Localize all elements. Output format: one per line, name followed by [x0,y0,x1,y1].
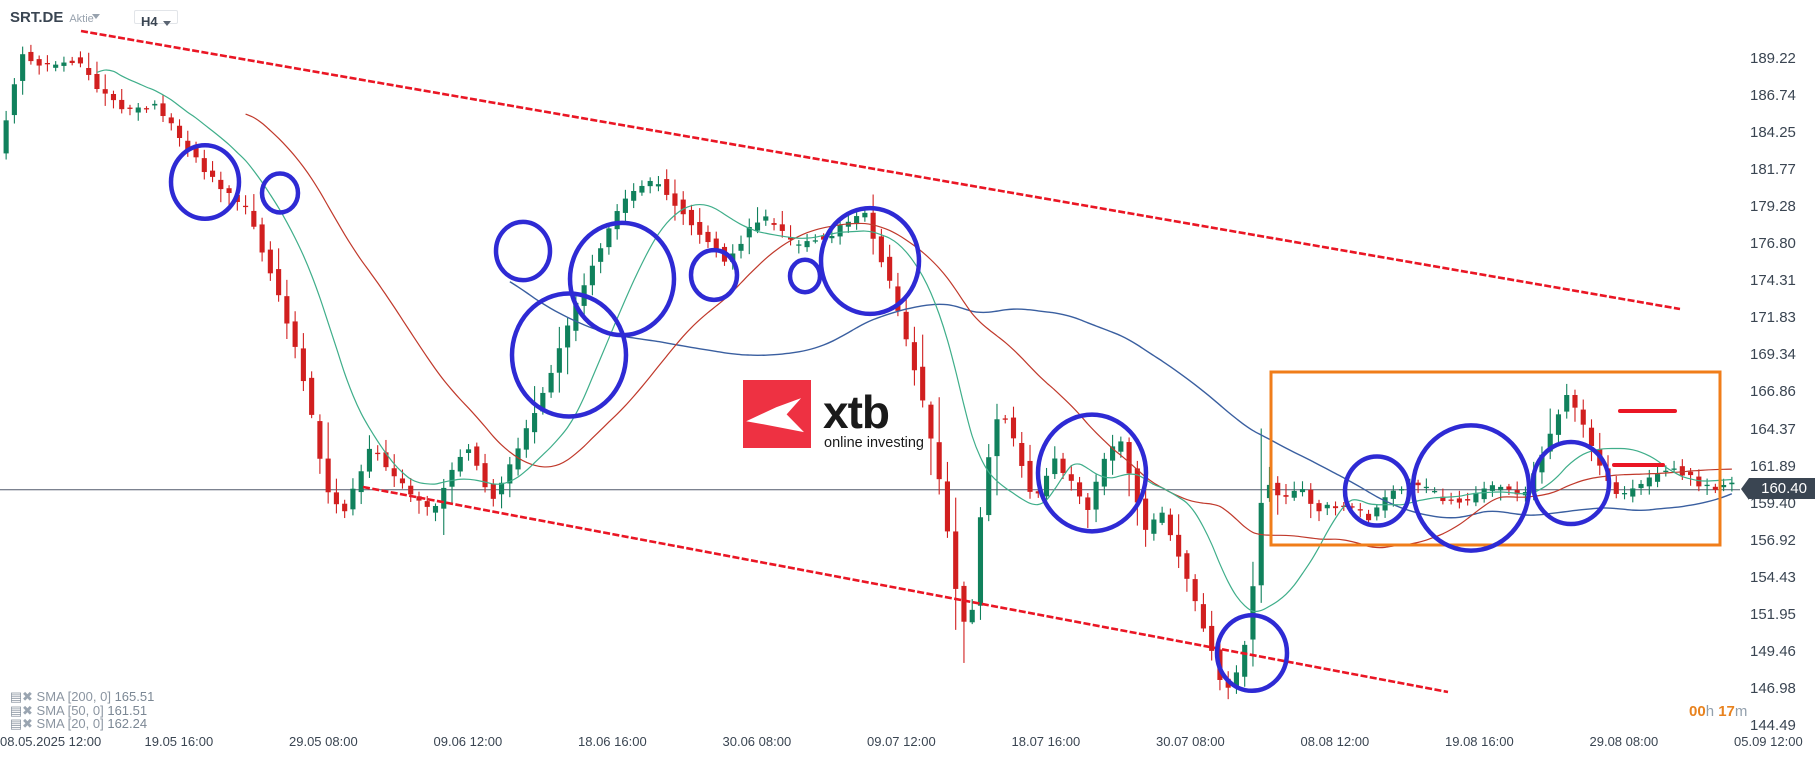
svg-text:xtb: xtb [823,386,889,438]
svg-text:online investing: online investing [824,435,924,451]
